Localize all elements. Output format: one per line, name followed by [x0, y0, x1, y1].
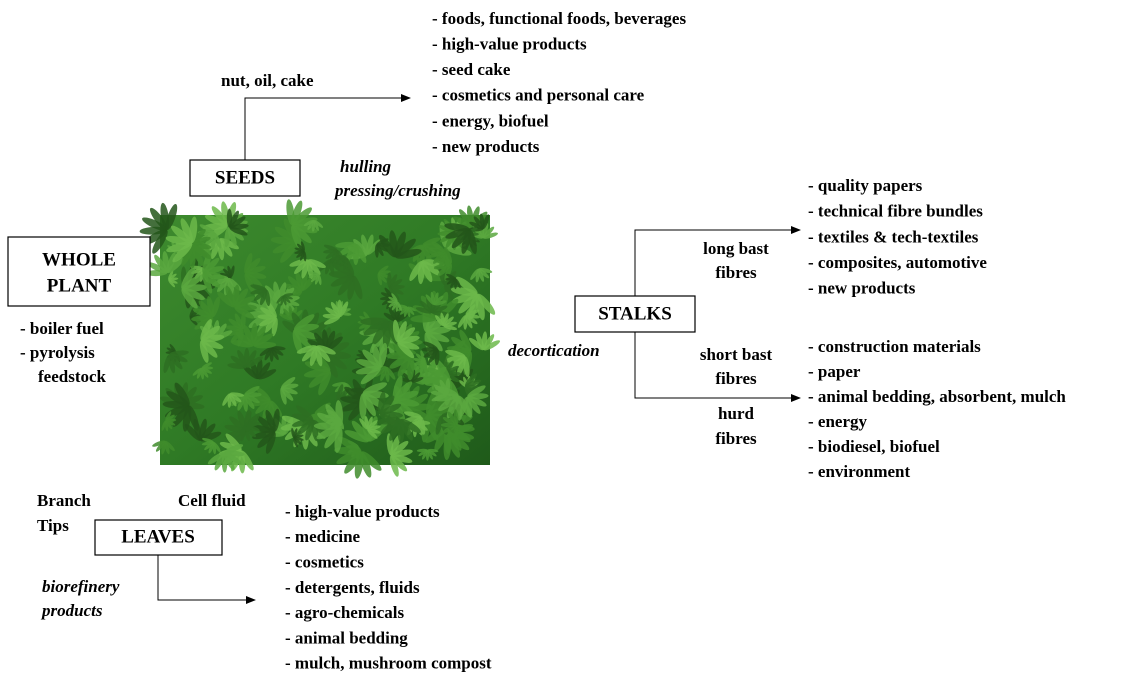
product-item: - construction materials — [808, 337, 981, 356]
process-label: decortication — [508, 341, 600, 360]
product-item: - new products — [432, 137, 540, 156]
product-item: - textiles & tech-textiles — [808, 227, 979, 246]
branch-label: nut, oil, cake — [221, 71, 314, 90]
box-label: WHOLE — [42, 249, 116, 270]
stalks-arrow-bottom — [635, 332, 800, 398]
process-label: biorefinery — [42, 577, 120, 596]
product-item: - cosmetics and personal care — [432, 86, 645, 105]
fibre-label: fibres — [715, 429, 757, 448]
product-item: - agro-chemicals — [285, 603, 405, 622]
use-item: - pyrolysis — [20, 343, 95, 362]
process-label: pressing/crushing — [333, 181, 461, 200]
leaf-label: Tips — [37, 516, 69, 535]
fibre-label: fibres — [715, 263, 757, 282]
product-item: - animal bedding — [285, 628, 408, 647]
product-item: - high-value products — [285, 502, 440, 521]
plant-photo — [139, 199, 501, 479]
product-item: - mulch, mushroom compost — [285, 654, 492, 673]
product-item: - foods, functional foods, beverages — [432, 9, 686, 28]
seeds-arrow — [245, 98, 410, 160]
leaf-label: Branch — [37, 491, 91, 510]
product-item: - seed cake — [432, 60, 511, 79]
product-item: - medicine — [285, 527, 361, 546]
use-item: - boiler fuel — [20, 319, 104, 338]
product-item: - paper — [808, 362, 861, 381]
product-item: - quality papers — [808, 176, 923, 195]
product-item: - biodiesel, biofuel — [808, 437, 940, 456]
box-label: STALKS — [598, 303, 672, 324]
use-item: feedstock — [38, 367, 107, 386]
product-item: - animal bedding, absorbent, mulch — [808, 387, 1066, 406]
leaves-arrow — [158, 555, 255, 600]
product-item: - energy — [808, 412, 868, 431]
leaf-label: Cell fluid — [178, 491, 246, 510]
process-label: products — [40, 601, 103, 620]
process-label: hulling — [340, 157, 392, 176]
box-label: PLANT — [47, 275, 112, 296]
product-item: - energy, biofuel — [432, 111, 549, 130]
product-item: - cosmetics — [285, 553, 364, 572]
diagram: WHOLE PLANT SEEDS STALKS LEAVES nut, oil… — [0, 0, 1145, 674]
box-label: SEEDS — [215, 167, 275, 188]
product-item: - technical fibre bundles — [808, 202, 983, 221]
fibre-label: long bast — [703, 239, 769, 258]
box-label: LEAVES — [121, 526, 195, 547]
product-item: - high-value products — [432, 35, 587, 54]
product-item: - composites, automotive — [808, 253, 987, 272]
product-item: - environment — [808, 462, 910, 481]
fibre-label: short bast — [700, 345, 773, 364]
product-item: - new products — [808, 279, 916, 298]
product-item: - detergents, fluids — [285, 578, 420, 597]
fibre-label: fibres — [715, 369, 757, 388]
fibre-label: hurd — [718, 404, 754, 423]
